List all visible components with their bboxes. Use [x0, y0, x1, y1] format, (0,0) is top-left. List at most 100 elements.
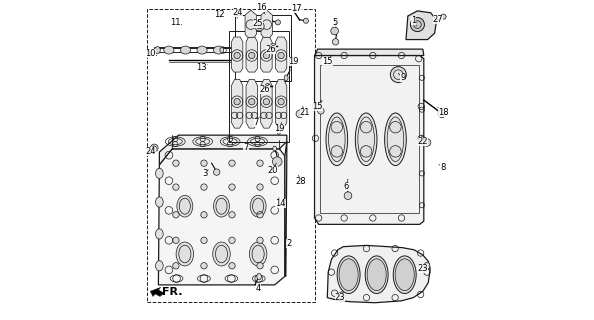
Circle shape [229, 212, 235, 218]
Circle shape [257, 24, 262, 29]
Ellipse shape [213, 242, 230, 266]
Ellipse shape [355, 113, 377, 165]
Polygon shape [261, 10, 273, 37]
Circle shape [390, 146, 401, 157]
Text: 20: 20 [268, 163, 279, 175]
Circle shape [234, 99, 241, 105]
Text: 23: 23 [334, 293, 345, 302]
Text: 2: 2 [285, 238, 292, 248]
Ellipse shape [197, 46, 207, 54]
Circle shape [229, 237, 235, 244]
Circle shape [390, 122, 401, 133]
Circle shape [318, 108, 324, 114]
Text: 22: 22 [418, 135, 428, 146]
Circle shape [150, 144, 158, 152]
Polygon shape [261, 79, 272, 128]
Polygon shape [245, 10, 257, 37]
Polygon shape [159, 149, 285, 285]
Polygon shape [232, 37, 243, 72]
Polygon shape [232, 79, 243, 128]
Ellipse shape [213, 196, 229, 217]
Ellipse shape [164, 46, 174, 54]
Polygon shape [276, 79, 287, 128]
Ellipse shape [156, 261, 163, 271]
Circle shape [201, 237, 207, 244]
Circle shape [255, 21, 264, 31]
Text: 4: 4 [255, 282, 261, 292]
Text: 19: 19 [274, 123, 285, 133]
Text: 18: 18 [438, 108, 449, 117]
Ellipse shape [156, 197, 163, 207]
Circle shape [229, 263, 235, 269]
Circle shape [263, 99, 270, 105]
Circle shape [361, 146, 372, 157]
Circle shape [263, 52, 270, 59]
Bar [235, 15, 290, 81]
Polygon shape [285, 141, 287, 276]
Circle shape [361, 122, 372, 133]
Circle shape [441, 14, 446, 19]
Ellipse shape [385, 113, 406, 165]
Text: 3: 3 [202, 169, 208, 178]
Ellipse shape [213, 46, 224, 54]
Circle shape [333, 39, 339, 45]
Circle shape [331, 122, 343, 133]
Ellipse shape [181, 46, 191, 54]
Circle shape [257, 212, 263, 218]
Polygon shape [315, 55, 424, 224]
Ellipse shape [285, 75, 288, 81]
Text: FR.: FR. [162, 287, 182, 297]
Polygon shape [261, 37, 272, 72]
Circle shape [344, 192, 352, 199]
Ellipse shape [156, 229, 163, 239]
Text: 7: 7 [254, 117, 260, 127]
Circle shape [173, 160, 179, 166]
Circle shape [201, 184, 207, 190]
Circle shape [229, 184, 235, 190]
Circle shape [234, 52, 241, 59]
Circle shape [390, 67, 406, 83]
Circle shape [278, 99, 285, 105]
Circle shape [304, 18, 308, 23]
Text: 23: 23 [418, 264, 428, 274]
Text: 15: 15 [322, 55, 333, 66]
Text: 27: 27 [432, 15, 443, 24]
Text: 16: 16 [256, 3, 267, 14]
Circle shape [173, 263, 179, 269]
Polygon shape [315, 49, 424, 55]
Circle shape [265, 84, 270, 89]
Circle shape [173, 184, 179, 190]
Ellipse shape [177, 196, 193, 217]
Polygon shape [159, 135, 287, 165]
Circle shape [276, 20, 280, 25]
Bar [320, 65, 419, 212]
Circle shape [213, 169, 220, 175]
Bar [229, 31, 289, 141]
Text: 24: 24 [146, 147, 156, 156]
Circle shape [201, 212, 207, 218]
Circle shape [201, 263, 207, 269]
Circle shape [201, 160, 207, 166]
Ellipse shape [249, 242, 267, 266]
Ellipse shape [277, 129, 280, 134]
Circle shape [248, 99, 255, 105]
Ellipse shape [326, 113, 347, 165]
Ellipse shape [339, 292, 345, 299]
Ellipse shape [393, 256, 416, 293]
Text: 15: 15 [312, 100, 323, 111]
Text: 8: 8 [439, 163, 446, 172]
Polygon shape [406, 11, 437, 40]
Ellipse shape [337, 256, 360, 293]
Text: 6: 6 [344, 179, 349, 191]
Circle shape [278, 52, 285, 59]
Circle shape [248, 52, 255, 59]
Circle shape [410, 18, 425, 32]
Text: 9: 9 [399, 73, 405, 82]
Circle shape [423, 139, 431, 146]
Text: 19: 19 [288, 57, 298, 68]
Text: 26: 26 [260, 84, 270, 94]
Ellipse shape [154, 47, 160, 53]
Ellipse shape [250, 196, 266, 217]
Ellipse shape [395, 259, 414, 291]
Ellipse shape [176, 242, 194, 266]
